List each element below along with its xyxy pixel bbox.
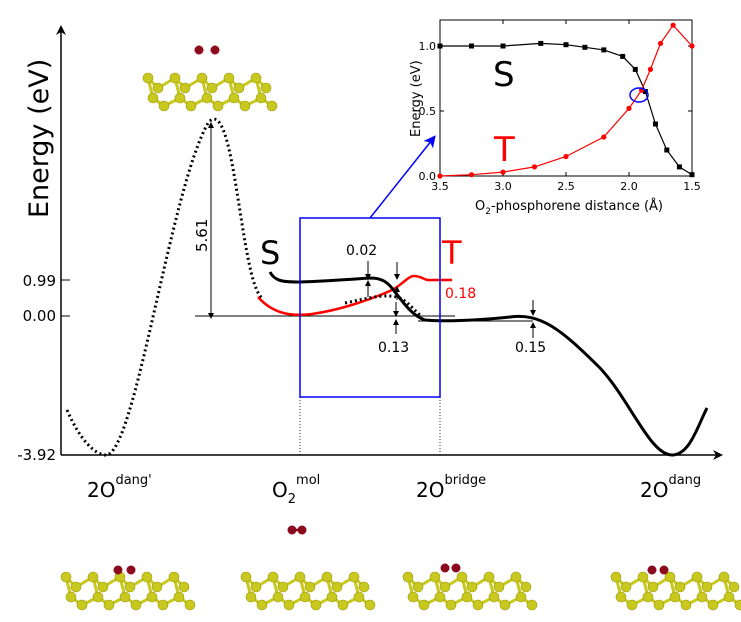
oxygen-atom [113,565,123,575]
inset-point-S [642,89,648,94]
y-tick-label-392: -3.92 [17,446,56,464]
inset-point-T [437,173,443,179]
inset-y-tick-label: 0.5 [419,105,437,118]
inset-point-S [664,147,670,153]
y-tick-label-000: 0.00 [23,307,56,325]
inset-x-axis-label: O2-phosphorene distance (Å) [475,198,663,217]
inset-chart: Energy (eV) O2-phosphorene distance (Å) … [409,19,701,217]
inset-series-line-T [439,24,693,177]
inset-point-T [468,172,475,178]
inset-point-S [500,43,506,49]
inset-singlet-label: S [493,55,515,95]
dotted-crossing-curve [344,294,421,317]
inset-x-tick-label: 2.0 [620,180,638,193]
inset-point-T [647,66,654,72]
gap-0.02-label: 0.02 [346,243,377,259]
inset-point-T [689,43,695,49]
x-label-2o-bridge: 2Obridge [416,473,486,502]
x-label-o2-mol: O2mol [272,473,320,507]
oxygen-atom [451,563,461,573]
crossing-circle [629,87,649,103]
singlet-label: S [260,234,280,272]
inset-point-S [652,121,658,127]
gap-0.13-label: 0.13 [378,340,409,356]
dotted-barrier-curve [65,117,264,457]
inset-series-line-S [440,42,693,176]
inset-point-T [626,105,632,111]
inset-point-S [676,164,682,170]
inset-point-S [632,66,638,72]
inset-point-T [670,22,676,28]
singlet-curve [268,271,709,457]
phosphorene-structure-dang-prime [60,571,196,611]
phosphorene-structure-dang-prime-top [142,72,278,112]
triplet-label: T [441,234,462,272]
inset-point-S [563,42,569,48]
inset-point-T [531,164,538,170]
inset-point-S [582,44,588,50]
inset-point-S [601,47,607,53]
barrier-label: 5.61 [193,219,211,252]
inset-x-tick-label: 3.0 [494,180,512,193]
oxygen-atom [647,565,657,575]
main-y-axis-label: Energy (eV) [24,59,55,218]
inset-y-tick-label: 0.0 [419,170,437,183]
inset-point-S [437,43,443,49]
inset-x-tick-label: 2.5 [557,180,575,193]
inset-x-tick-label: 1.5 [683,180,701,193]
inset-point-S [689,172,695,178]
inset-point-T [601,134,607,140]
x-label-2o-dang: 2Odang [640,473,701,502]
inset-y-tick-label: 1.0 [419,40,437,53]
oxygen-atom [210,45,220,55]
gap-0.15-label: 0.15 [515,340,546,356]
inset-point-S [538,40,544,46]
inset-y-axis-label: Energy (eV) [409,60,424,137]
phosphorene-structure-mol [240,571,376,611]
inset-point-T [500,169,506,175]
oxygen-atom [659,565,669,575]
inset-point-T [563,153,569,160]
x-label-2o-dang-prime: 2Odang' [87,473,152,502]
inset-triplet-label: T [493,130,515,170]
oxygen-atom [126,565,136,575]
oxygen-atom [194,45,204,55]
oxygen-atom [440,563,450,573]
inset-x-tick-label: 3.5 [431,180,449,193]
inset-point-S [620,53,626,59]
inset-point-T [657,40,664,47]
inset-point-S [469,43,474,49]
y-tick-label-099: 0.99 [23,272,56,290]
phosphorene-structure-dang [610,571,741,611]
zoom-pointer-arrow [369,135,436,219]
gap-0.18-label: 0.18 [445,286,476,302]
phosphorene-structure-bridge [402,571,538,611]
